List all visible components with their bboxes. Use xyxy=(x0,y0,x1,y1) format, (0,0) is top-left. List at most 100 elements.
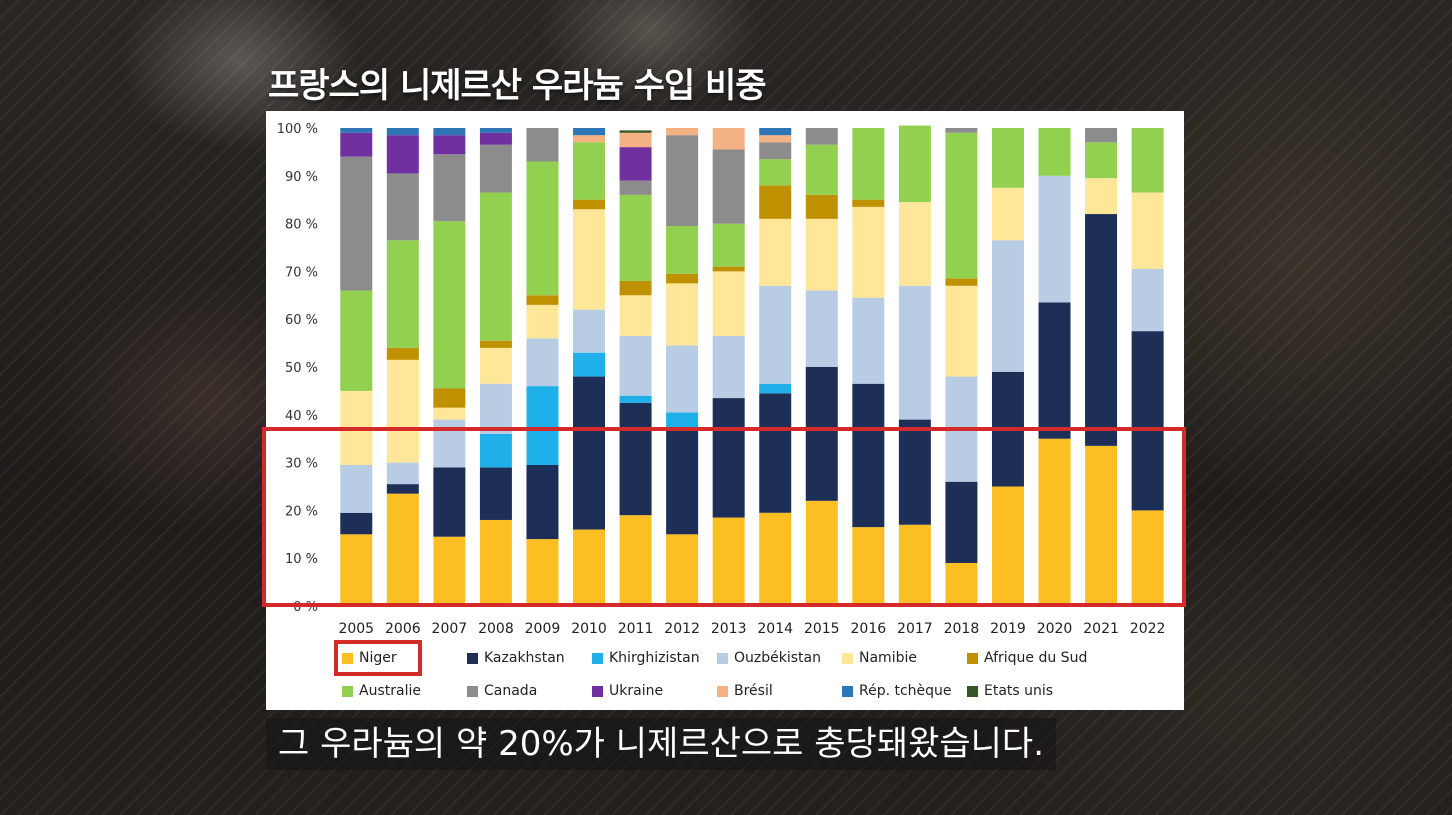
x-tick-label: 2007 xyxy=(432,621,468,637)
legend-swatch xyxy=(342,685,353,697)
bar-segment-niger-2013 xyxy=(712,517,745,606)
y-tick-label: 20 % xyxy=(285,504,318,519)
bar-segment-khirghizistan-2014 xyxy=(759,383,792,394)
bar-segment-australie-2006 xyxy=(386,240,419,348)
bar-segment-afrique-du-sud-2010 xyxy=(573,199,606,210)
legend-swatch xyxy=(342,652,353,664)
bar-segment-australie-2014 xyxy=(759,159,792,186)
legend-label: Namibie xyxy=(859,650,917,666)
bar-segment-niger-2022 xyxy=(1131,510,1164,606)
subtitle-caption: 그 우라늄의 약 20%가 니제르산으로 충당돼왔습니다. xyxy=(266,718,1057,770)
bar-segment-kazakhstan-2006 xyxy=(386,484,419,494)
legend-item: Namibie xyxy=(838,648,963,668)
x-tick-label: 2010 xyxy=(571,621,607,637)
legend-item: Niger xyxy=(334,640,422,676)
bar-segment-kazakhstan-2021 xyxy=(1085,214,1118,446)
bar-segment-australie-2011 xyxy=(619,194,652,281)
bar-segment-australie-2007 xyxy=(433,221,466,389)
bar-segment-niger-2007 xyxy=(433,536,466,606)
x-tick-label: 2006 xyxy=(385,621,421,637)
bar-segment-ouzb-kistan-2006 xyxy=(386,462,419,485)
bar-segment-kazakhstan-2010 xyxy=(573,376,606,530)
bar-segment-canada-2012 xyxy=(666,135,699,226)
y-tick-label: 30 % xyxy=(285,457,318,472)
bar-segment-australie-2005 xyxy=(340,290,373,391)
bar-segment-australie-2015 xyxy=(805,144,838,195)
legend-label: Ukraine xyxy=(609,683,664,699)
bar-segment-niger-2008 xyxy=(479,519,512,606)
bar-segment-kazakhstan-2008 xyxy=(479,467,512,520)
bar-segment-namibie-2013 xyxy=(712,271,745,336)
bar-segment-niger-2009 xyxy=(526,539,559,606)
y-tick-label: 50 % xyxy=(285,361,318,376)
bar-segment-niger-2010 xyxy=(573,529,606,606)
bar-segment-kazakhstan-2017 xyxy=(898,419,931,525)
legend-swatch xyxy=(717,685,728,697)
bar-segment-kazakhstan-2009 xyxy=(526,464,559,540)
bar-segment-kazakhstan-2005 xyxy=(340,512,373,535)
legend-swatch xyxy=(467,685,478,697)
bar-segment-niger-2017 xyxy=(898,524,931,606)
bar-segment-r-p-tch-que-2007 xyxy=(433,128,466,136)
bar-segment-australie-2021 xyxy=(1085,142,1118,179)
bar-segment-canada-2013 xyxy=(712,149,745,224)
bar-segment-australie-2019 xyxy=(991,128,1024,188)
bar-segment-namibie-2008 xyxy=(479,347,512,384)
legend-swatch xyxy=(842,685,853,697)
legend-swatch xyxy=(592,652,603,664)
bar-segment-ouzb-kistan-2019 xyxy=(991,240,1024,372)
legend-swatch xyxy=(467,652,478,664)
bar-segment-niger-2012 xyxy=(666,534,699,606)
bar-segment-namibie-2010 xyxy=(573,209,606,310)
x-tick-label: 2011 xyxy=(618,621,654,637)
x-tick-label: 2019 xyxy=(990,621,1026,637)
bar-segment-niger-2019 xyxy=(991,486,1024,606)
bar-segment-br-sil-2013 xyxy=(712,128,745,150)
bar-segment-ouzb-kistan-2010 xyxy=(573,309,606,353)
bar-segment-canada-2014 xyxy=(759,142,792,160)
bar-segment-australie-2013 xyxy=(712,223,745,267)
bar-segment-ukraine-2008 xyxy=(479,132,512,145)
bar-segment-ukraine-2006 xyxy=(386,135,419,174)
bar-segment-afrique-du-sud-2011 xyxy=(619,280,652,296)
legend-swatch xyxy=(717,652,728,664)
bar-segment-afrique-du-sud-2016 xyxy=(852,199,885,207)
bar-segment-r-p-tch-que-2008 xyxy=(479,128,512,133)
bar-segment-namibie-2019 xyxy=(991,187,1024,241)
bar-segment-ouzb-kistan-2011 xyxy=(619,335,652,396)
bar-segment-ouzb-kistan-2009 xyxy=(526,338,559,387)
bar-segment-niger-2018 xyxy=(945,562,978,606)
legend-item: Etats unis xyxy=(963,681,1088,701)
legend-label: Rép. tchèque xyxy=(859,683,952,699)
y-tick-label: 100 % xyxy=(277,122,318,137)
bar-segment-etats-unis-2011 xyxy=(619,130,652,133)
bar-segment-australie-2016 xyxy=(852,128,885,200)
bar-segment-ukraine-2005 xyxy=(340,132,373,157)
bar-segment-namibie-2021 xyxy=(1085,178,1118,215)
bar-segment-br-sil-2010 xyxy=(573,135,606,143)
bar-segment-australie-2018 xyxy=(945,132,978,279)
bar-segment-canada-2009 xyxy=(526,128,559,162)
bar-segment-niger-2005 xyxy=(340,534,373,606)
y-tick-label: 90 % xyxy=(285,170,318,185)
bar-segment-namibie-2022 xyxy=(1131,192,1164,270)
bar-segment-br-sil-2012 xyxy=(666,128,699,136)
bar-segment-ouzb-kistan-2016 xyxy=(852,297,885,384)
bar-segment-r-p-tch-que-2014 xyxy=(759,128,792,136)
bar-segment-namibie-2018 xyxy=(945,285,978,377)
legend-item: Brésil xyxy=(713,681,838,701)
bar-segment-kazakhstan-2011 xyxy=(619,402,652,516)
bar-segment-kazakhstan-2018 xyxy=(945,481,978,563)
legend-swatch xyxy=(967,652,978,664)
bar-segment-kazakhstan-2014 xyxy=(759,393,792,513)
bar-segment-r-p-tch-que-2005 xyxy=(340,128,373,133)
bar-segment-namibie-2006 xyxy=(386,359,419,463)
bar-segment-afrique-du-sud-2006 xyxy=(386,347,419,360)
bar-segment-khirghizistan-2012 xyxy=(666,412,699,430)
bar-segment-khirghizistan-2011 xyxy=(619,395,652,403)
bar-segment-kazakhstan-2013 xyxy=(712,398,745,518)
bar-segment-canada-2021 xyxy=(1085,128,1118,143)
legend-label: Canada xyxy=(484,683,538,699)
bar-segment-canada-2015 xyxy=(805,128,838,145)
bar-segment-afrique-du-sud-2015 xyxy=(805,194,838,219)
